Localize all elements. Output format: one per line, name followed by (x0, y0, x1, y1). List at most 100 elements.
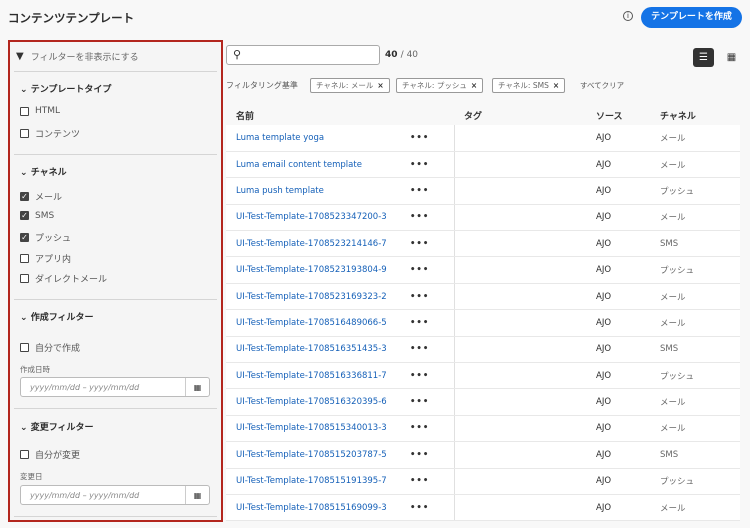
more-actions-icon[interactable]: ••• (408, 362, 454, 390)
template-name-link[interactable]: UI-Test-Template-1708516351435-3 (226, 336, 408, 364)
close-icon: × (470, 81, 478, 90)
template-name-link[interactable]: UI-Test-Template-1708516320395-6 (226, 388, 408, 416)
hide-filters-button[interactable]: ▼ フィルターを非表示にする (16, 50, 139, 63)
table-row[interactable]: UI-Test-Template-1708523347200-3 ••• AJO… (226, 204, 740, 232)
more-actions-icon[interactable]: ••• (408, 468, 454, 495)
created-filter-header[interactable]: ⌄ 作成フィルター (20, 313, 94, 323)
chevron-down-icon: ⌄ (20, 313, 31, 323)
table-row[interactable]: Luma template yoga ••• AJO メール (226, 125, 740, 152)
calendar-icon[interactable]: ▦ (185, 486, 209, 504)
checkbox[interactable] (20, 274, 29, 283)
channel-cell: メール (650, 283, 740, 311)
filter-chip[interactable]: チャネル: プッシュ × (396, 78, 484, 93)
template-name-link[interactable]: Luma push template (226, 177, 408, 205)
table-row[interactable]: Luma push template ••• AJO プッシュ (226, 177, 740, 205)
checkbox-option[interactable]: ダイレクトメール (20, 272, 107, 285)
template-name-link[interactable]: UI-Test-Template-1708515191395-7 (226, 468, 408, 495)
template-name-link[interactable]: UI-Test-Template-1708523347200-3 (226, 204, 408, 232)
template-name-link[interactable]: Luma template yoga (226, 125, 408, 152)
tag-cell (453, 362, 586, 390)
more-actions-icon[interactable]: ••• (408, 125, 454, 152)
checkbox[interactable]: ✓ (20, 192, 29, 201)
more-actions-icon[interactable]: ••• (408, 151, 454, 179)
search-input[interactable]: ⚲ (226, 45, 380, 65)
more-actions-icon[interactable]: ••• (408, 441, 454, 469)
source-cell: AJO (586, 256, 650, 284)
template-name-link[interactable]: UI-Test-Template-1708516336811-7 (226, 362, 408, 390)
table-row[interactable]: UI-Test-Template-1708523193804-9 ••• AJO… (226, 256, 740, 284)
template-name-link[interactable]: UI-Test-Template-1708515169099-3 (226, 494, 408, 522)
checkbox[interactable] (20, 106, 29, 116)
modified-filter-header[interactable]: ⌄ 変更フィルター (20, 423, 94, 433)
more-actions-icon[interactable]: ••• (408, 283, 454, 311)
template-name-link[interactable]: UI-Test-Template-1708523214146-7 (226, 230, 408, 258)
template-name-link[interactable]: UI-Test-Template-1708515340013-3 (226, 415, 408, 443)
checkbox[interactable]: ✓ (20, 211, 29, 220)
created-date-label: 作成日時 (20, 365, 50, 374)
checkbox-option[interactable]: アプリ内 (20, 252, 71, 265)
more-actions-icon[interactable]: ••• (408, 494, 454, 522)
table-row[interactable]: UI-Test-Template-1708515191395-7 ••• AJO… (226, 468, 740, 495)
search-icon: ⚲ (233, 48, 242, 61)
table-row[interactable]: Luma email content template ••• AJO メール (226, 151, 740, 179)
column-header-source[interactable]: ソース (596, 112, 623, 122)
calendar-icon[interactable]: ▦ (185, 378, 209, 396)
tag-cell (453, 415, 586, 443)
list-view-icon[interactable]: ☰ (693, 48, 714, 67)
more-actions-icon[interactable]: ••• (408, 177, 454, 205)
table-row[interactable]: UI-Test-Template-1708516489066-5 ••• AJO… (226, 309, 740, 337)
template-type-header[interactable]: ⌄ テンプレートタイプ (20, 85, 112, 95)
more-actions-icon[interactable]: ••• (408, 230, 454, 258)
checkbox-created-by-me[interactable]: 自分で作成 (20, 341, 80, 354)
more-actions-icon[interactable]: ••• (408, 204, 454, 232)
source-cell: AJO (586, 283, 650, 311)
table-row[interactable]: UI-Test-Template-1708515203787-5 ••• AJO… (226, 441, 740, 469)
checkbox[interactable] (20, 253, 29, 263)
templates-table: 名前 タグ ソース チャネル Luma template yoga ••• AJ… (226, 106, 740, 522)
checkbox[interactable] (20, 128, 29, 138)
channel-header[interactable]: ⌄ チャネル (20, 168, 67, 178)
template-name-link[interactable]: UI-Test-Template-1708523169323-2 (226, 283, 408, 311)
tag-cell (453, 125, 586, 152)
template-name-link[interactable]: Luma email content template (226, 151, 408, 179)
more-actions-icon[interactable]: ••• (408, 415, 454, 443)
column-header-channel[interactable]: チャネル (660, 112, 696, 122)
template-name-link[interactable]: UI-Test-Template-1708516489066-5 (226, 309, 408, 337)
channel-cell: SMS (650, 441, 740, 469)
filter-chip[interactable]: チャネル: SMS × (492, 78, 566, 93)
checkbox-modified-by-me[interactable]: 自分が変更 (20, 448, 80, 461)
table-row[interactable]: UI-Test-Template-1708523214146-7 ••• AJO… (226, 230, 740, 258)
created-date-range-input[interactable]: yyyy/mm/dd – yyyy/mm/dd ▦ (20, 377, 210, 397)
table-row[interactable]: UI-Test-Template-1708515340013-3 ••• AJO… (226, 415, 740, 443)
table-row[interactable]: UI-Test-Template-1708516351435-3 ••• AJO… (226, 336, 740, 364)
checkbox-option[interactable]: ✓ プッシュ (20, 233, 72, 244)
modified-date-range-input[interactable]: yyyy/mm/dd – yyyy/mm/dd ▦ (20, 485, 210, 505)
checkbox[interactable]: ✓ (20, 233, 29, 242)
table-row[interactable]: UI-Test-Template-1708516320395-6 ••• AJO… (226, 388, 740, 416)
table-row[interactable]: UI-Test-Template-1708516336811-7 ••• AJO… (226, 362, 740, 390)
tag-cell (453, 283, 586, 311)
clear-all-link[interactable]: すべてクリア (580, 81, 625, 90)
source-cell: AJO (586, 468, 650, 495)
checkbox-option[interactable]: コンテンツ (20, 127, 80, 140)
channel-cell: プッシュ (650, 256, 740, 284)
more-actions-icon[interactable]: ••• (408, 309, 454, 337)
column-header-name[interactable]: 名前 (236, 112, 255, 122)
more-actions-icon[interactable]: ••• (408, 256, 454, 284)
checkbox-option[interactable]: HTML (20, 106, 60, 116)
template-name-link[interactable]: UI-Test-Template-1708515203787-5 (226, 441, 408, 469)
table-row[interactable]: UI-Test-Template-1708523169323-2 ••• AJO… (226, 283, 740, 311)
column-header-tag[interactable]: タグ (464, 112, 483, 122)
checkbox-option[interactable]: ✓ SMS (20, 210, 55, 221)
info-icon[interactable]: i (623, 11, 633, 21)
more-actions-icon[interactable]: ••• (408, 388, 454, 416)
more-actions-icon[interactable]: ••• (408, 336, 454, 364)
filter-chip[interactable]: チャネル: メール × (310, 78, 390, 93)
checkbox-option[interactable]: ✓ メール (20, 192, 63, 203)
channel-cell: メール (650, 309, 740, 337)
create-template-button[interactable]: テンプレートを作成 (641, 7, 742, 28)
table-row[interactable]: UI-Test-Template-1708515169099-3 ••• AJO… (226, 494, 740, 522)
tag-cell (453, 204, 586, 232)
template-name-link[interactable]: UI-Test-Template-1708523193804-9 (226, 256, 408, 284)
grid-view-icon[interactable]: ▦ (726, 52, 737, 63)
